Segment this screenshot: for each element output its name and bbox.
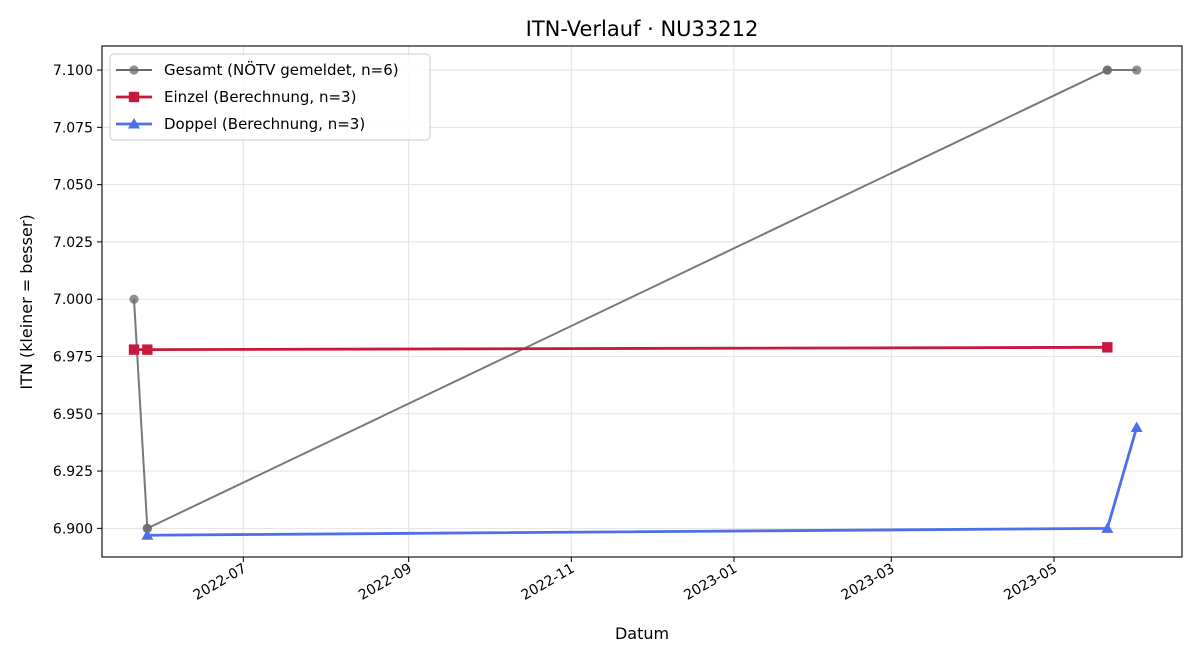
- y-tick-label: 7.100: [53, 63, 93, 79]
- x-axis-label: Datum: [615, 624, 669, 643]
- data-point: [1102, 65, 1112, 75]
- data-point: [141, 529, 154, 540]
- legend-label: Gesamt (NÖTV gemeldet, n=6): [164, 60, 399, 79]
- data-point: [1130, 421, 1143, 433]
- data-point: [129, 294, 139, 304]
- series-layer: [128, 65, 1143, 540]
- y-tick-label: 6.900: [53, 521, 93, 537]
- data-point: [142, 523, 152, 533]
- y-tick-label: 7.025: [53, 235, 93, 251]
- y-tick-label: 7.075: [53, 120, 93, 136]
- y-axis-label: ITN (kleiner = besser): [17, 214, 36, 389]
- y-tick-label: 6.925: [53, 464, 93, 480]
- legend-swatch-marker: [128, 91, 140, 103]
- y-tick-label: 6.975: [53, 349, 93, 365]
- y-tick-label: 7.000: [53, 292, 93, 308]
- data-point: [1132, 65, 1142, 75]
- series-2: [141, 421, 1143, 540]
- data-point: [128, 344, 140, 355]
- chart-title: ITN-Verlauf · NU33212: [526, 17, 759, 41]
- legend-label: Doppel (Berechnung, n=3): [164, 115, 365, 133]
- legend-swatch-marker: [129, 65, 139, 75]
- legend-label: Einzel (Berechnung, n=3): [164, 88, 356, 106]
- series-1: [128, 342, 1113, 355]
- data-point: [142, 344, 153, 355]
- series-line: [133, 69, 1137, 530]
- plot-frame: [101, 45, 1183, 558]
- legend-box: [109, 53, 431, 141]
- y-tick-label: 7.050: [53, 178, 93, 194]
- y-tick-label: 6.950: [53, 407, 93, 423]
- data-point: [1101, 522, 1114, 533]
- data-point: [1102, 342, 1113, 353]
- legend-swatch-marker: [128, 118, 140, 129]
- legend: Gesamt (NÖTV gemeldet, n=6) Einzel (Berec…: [109, 53, 431, 141]
- series-0: [129, 65, 1142, 533]
